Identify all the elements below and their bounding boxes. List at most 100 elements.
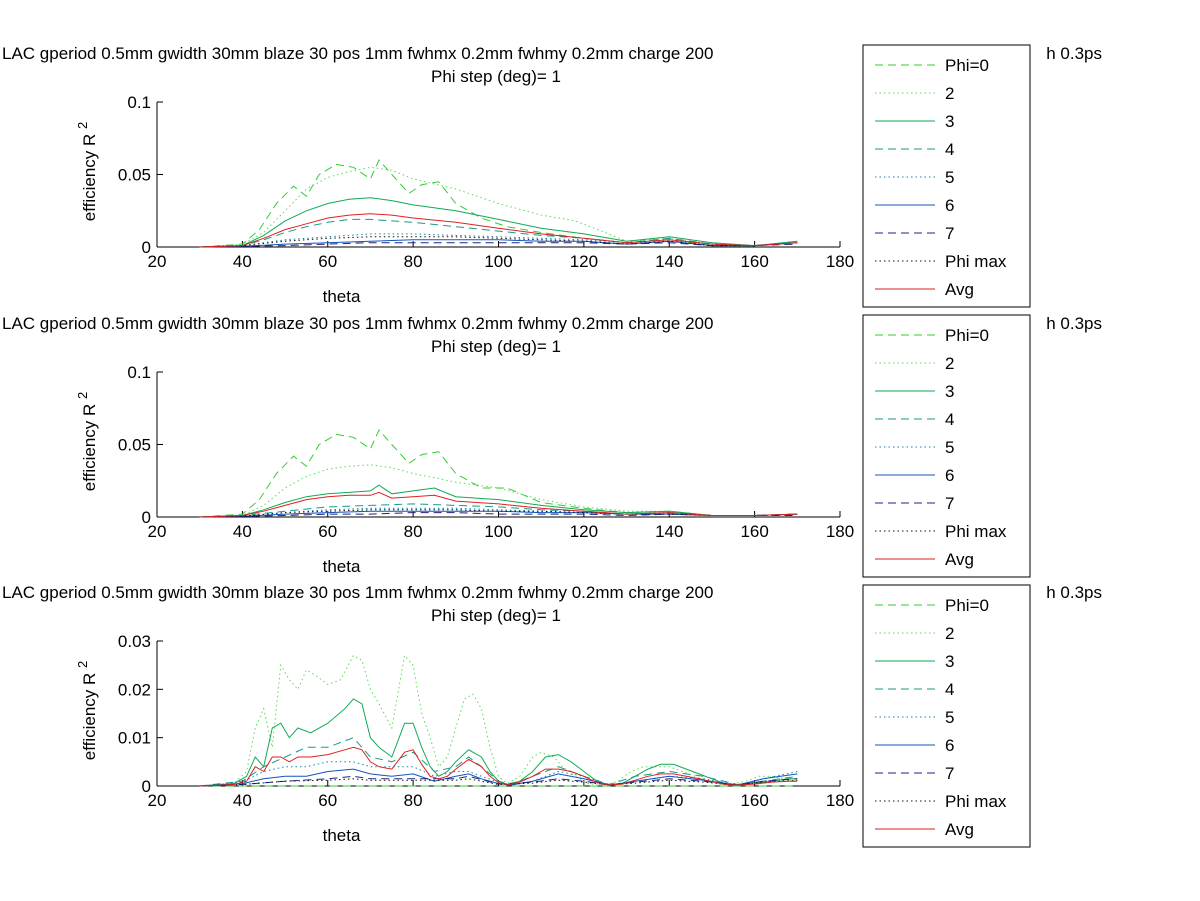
legend-label: Avg: [945, 550, 974, 569]
legend-label: 3: [945, 382, 954, 401]
y-axis-label-superscript: 2: [75, 661, 90, 668]
chart-subtitle: Phi step (deg)= 1: [431, 67, 561, 86]
x-tick-label: 100: [484, 522, 512, 541]
x-axis-label: theta: [323, 557, 361, 576]
series-line-6: [199, 768, 798, 787]
y-axis-label-superscript: 2: [75, 122, 90, 129]
chart-title-tail: h 0.3ps: [1046, 314, 1102, 333]
legend-label: 6: [945, 466, 954, 485]
x-tick-label: 20: [148, 522, 167, 541]
y-tick-label: 0.05: [118, 166, 151, 185]
chart-title: LAC gperiod 0.5mm gwidth 30mm blaze 30 p…: [2, 583, 713, 602]
x-tick-label: 100: [484, 791, 512, 810]
legend-label: 2: [945, 624, 954, 643]
y-axis-label-text: efficiency R: [80, 399, 99, 491]
legend-label: 5: [945, 438, 954, 457]
x-tick-label: 20: [148, 252, 167, 271]
y-axis-label-superscript: 2: [75, 392, 90, 399]
x-axis-label: theta: [323, 826, 361, 845]
x-tick-label: 80: [404, 791, 423, 810]
x-tick-label: 140: [655, 252, 683, 271]
x-tick-label: 160: [740, 791, 768, 810]
legend-label: 3: [945, 652, 954, 671]
legend-label: 7: [945, 494, 954, 513]
x-tick-label: 40: [233, 252, 252, 271]
y-tick-label: 0.03: [118, 632, 151, 651]
legend-label: Phi=0: [945, 56, 989, 75]
y-tick-label: 0: [142, 508, 151, 527]
series-line-9: [199, 491, 798, 518]
series-line-9: [199, 746, 798, 787]
legend-label: 3: [945, 112, 954, 131]
chart-title: LAC gperiod 0.5mm gwidth 30mm blaze 30 p…: [2, 44, 713, 63]
y-tick-label: 0: [142, 238, 151, 257]
legend-label: 4: [945, 410, 954, 429]
y-axis-label: efficiency R 2: [75, 661, 99, 761]
x-tick-label: 80: [404, 522, 423, 541]
x-tick-label: 60: [318, 252, 337, 271]
x-tick-label: 120: [570, 791, 598, 810]
legend-label: 5: [945, 168, 954, 187]
x-tick-label: 80: [404, 252, 423, 271]
y-tick-label: 0.1: [127, 93, 151, 112]
x-tick-label: 160: [740, 252, 768, 271]
x-tick-label: 180: [826, 522, 854, 541]
series-line-3: [199, 197, 798, 248]
legend-label: 7: [945, 764, 954, 783]
x-axis-label: theta: [323, 287, 361, 306]
y-axis-label: efficiency R 2: [75, 392, 99, 492]
series-line-3: [199, 484, 798, 518]
x-tick-label: 140: [655, 791, 683, 810]
series-line-2: [199, 654, 798, 787]
legend-label: 6: [945, 736, 954, 755]
legend-label: Phi max: [945, 792, 1007, 811]
legend-label: 4: [945, 680, 954, 699]
series-line-4: [199, 218, 798, 248]
x-tick-label: 140: [655, 522, 683, 541]
y-tick-label: 0.02: [118, 680, 151, 699]
legend-label: Phi max: [945, 522, 1007, 541]
x-tick-label: 180: [826, 791, 854, 810]
chart-subtitle: Phi step (deg)= 1: [431, 606, 561, 625]
legend-label: 2: [945, 354, 954, 373]
legend-label: Avg: [945, 820, 974, 839]
y-tick-label: 0.01: [118, 729, 151, 748]
y-axis-label-text: efficiency R: [80, 129, 99, 221]
x-tick-label: 120: [570, 252, 598, 271]
subplot-1: 20 40 60 80 100 120 140 160 180 0 0.05 0.1 theta effi…: [2, 44, 1102, 308]
y-tick-label: 0: [142, 777, 151, 796]
legend-label: Phi=0: [945, 326, 989, 345]
legend-box: [862, 314, 1031, 578]
x-tick-label: 160: [740, 522, 768, 541]
series-line-5: [199, 233, 798, 248]
chart-title: LAC gperiod 0.5mm gwidth 30mm blaze 30 p…: [2, 314, 713, 333]
x-tick-label: 60: [318, 522, 337, 541]
x-tick-label: 40: [233, 791, 252, 810]
chart-subtitle: Phi step (deg)= 1: [431, 337, 561, 356]
legend-label: 2: [945, 84, 954, 103]
x-tick-label: 40: [233, 522, 252, 541]
chart-title-tail: h 0.3ps: [1046, 583, 1102, 602]
series-line-7: [199, 242, 798, 248]
series-line-3: [199, 698, 798, 787]
legend-label: Phi=0: [945, 596, 989, 615]
legend-box: [862, 44, 1031, 308]
series-line-8: [199, 509, 798, 518]
y-axis-label: efficiency R 2: [75, 122, 99, 222]
x-tick-label: 120: [570, 522, 598, 541]
legend-label: 7: [945, 224, 954, 243]
y-tick-label: 0.1: [127, 363, 151, 382]
subplot-2: 20 40 60 80 100 120 140 160 180 0 0.05 0.1 theta effi…: [2, 314, 1102, 578]
legend-label: 6: [945, 196, 954, 215]
x-tick-label: 180: [826, 252, 854, 271]
legend-label: 5: [945, 708, 954, 727]
legend-label: Avg: [945, 280, 974, 299]
x-tick-label: 20: [148, 791, 167, 810]
legend-label: 4: [945, 140, 954, 159]
subplot-3: 20 40 60 80 100 120 140 160 180 0 0.01 0.02 0.03 thet…: [2, 583, 1102, 848]
series-line-8: [199, 236, 798, 248]
chart-title-tail: h 0.3ps: [1046, 44, 1102, 63]
series-line-8: [199, 778, 798, 787]
series-line-9: [199, 213, 798, 248]
